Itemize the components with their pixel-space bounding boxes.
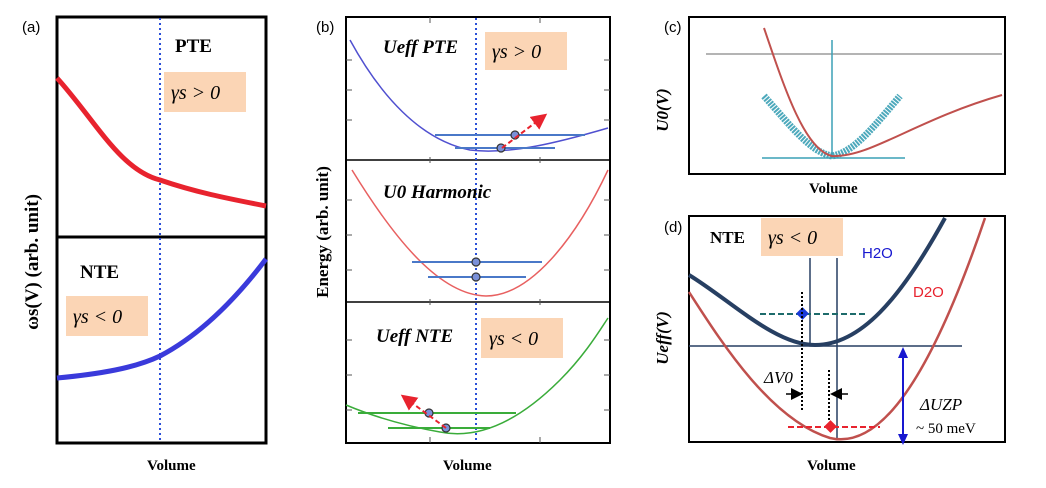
- panel-a-gamma-pos: γs > 0: [171, 82, 220, 104]
- panel-c-xlabel: Volume: [809, 181, 858, 197]
- panel-d-d2o-marker: [824, 420, 837, 433]
- panel-d-tag: NTE: [710, 228, 745, 247]
- panel-b-label: (b): [316, 19, 334, 36]
- panel-b-frame: [345, 16, 611, 444]
- panel-c-label: (c): [664, 19, 682, 36]
- panel-d-delta-v: ΔV0: [763, 368, 793, 387]
- panel-b-nte-arrow: [400, 394, 447, 429]
- panel-a-pte-curve: [55, 76, 267, 209]
- panel-c-frame: [688, 16, 1006, 175]
- panel-a-nte-tag: NTE: [80, 262, 119, 283]
- panel-d-du-arrowhead-bottom: [898, 434, 908, 445]
- panel-a-pte-tag: PTE: [175, 36, 212, 57]
- panel-b-middle-title: U0 Harmonic: [383, 182, 492, 203]
- panel-a: (a) PTE γs > 0 NTE γs < 0 ωs(V) (arb. un…: [22, 15, 268, 474]
- panel-a-xlabel: Volume: [147, 458, 196, 474]
- panel-b-ticks: [346, 17, 610, 443]
- panel-b-pte-curve: [349, 39, 609, 152]
- panel-b-nte-curve: [345, 317, 609, 435]
- panel-d-h2o-curve: [687, 217, 947, 348]
- panel-d: (d) ΔV0 ΔUZP ~ 50 meV NTE γs < 0 H2O D2O…: [653, 215, 1006, 474]
- panel-d-delta-u: ΔUZP: [919, 395, 962, 414]
- panel-c-morse-curve: [763, 27, 1003, 158]
- panel-b-gamma-pos-box: [485, 32, 567, 70]
- panel-d-delta-u-value: ~ 50 meV: [916, 421, 976, 437]
- panel-a-ylabel: ωs(V) (arb. unit): [22, 194, 43, 330]
- panel-b-xlabel: Volume: [443, 458, 492, 474]
- panel-b: (b) Ueff PTE γs > 0: [313, 16, 611, 474]
- panel-d-d2o-curve: [687, 217, 987, 441]
- panel-b-ylabel: Energy (arb. unit): [313, 166, 332, 298]
- panel-d-gamma-box: [761, 218, 843, 256]
- panel-d-du-arrowhead-top: [898, 347, 908, 358]
- panel-a-label: (a): [22, 19, 40, 36]
- panel-d-gamma: γs < 0: [768, 227, 817, 249]
- panel-b-gamma-neg: γs < 0: [489, 328, 538, 350]
- panel-b-pte-point-1: [496, 143, 506, 153]
- panel-a-gamma-neg-box: [66, 296, 148, 336]
- panel-b-bottom-title: Ueff NTE: [376, 326, 453, 347]
- panel-b-harm-point-1: [471, 272, 481, 282]
- panel-d-xlabel: Volume: [807, 458, 856, 474]
- panel-a-nte-curve: [56, 257, 268, 381]
- panel-a-gamma-neg: γs < 0: [73, 306, 122, 328]
- panel-c-teal-harmonic: [761, 93, 903, 160]
- panel-b-gamma-neg-box: [481, 318, 563, 358]
- panel-b-gamma-pos: γs > 0: [492, 41, 541, 63]
- panel-d-frame: [688, 215, 1006, 443]
- panel-b-harmonic-curve: [351, 169, 609, 297]
- panel-a-gamma-pos-box: [164, 72, 246, 112]
- panel-c-ylabel: U0(V): [653, 88, 672, 131]
- panel-d-label: (d): [664, 219, 682, 236]
- panel-b-top-title: Ueff PTE: [383, 37, 458, 58]
- panel-b-harm-point-2: [471, 257, 481, 267]
- panel-c: (c) U0(V) Volume: [653, 16, 1006, 197]
- panel-b-pte-arrow: [501, 113, 548, 149]
- panel-d-h2o-label: H2O: [862, 245, 893, 262]
- panel-d-d2o-label: D2O: [913, 284, 944, 301]
- panel-d-ylabel: Ueff(V): [653, 311, 672, 365]
- panel-a-frame: [55, 15, 268, 445]
